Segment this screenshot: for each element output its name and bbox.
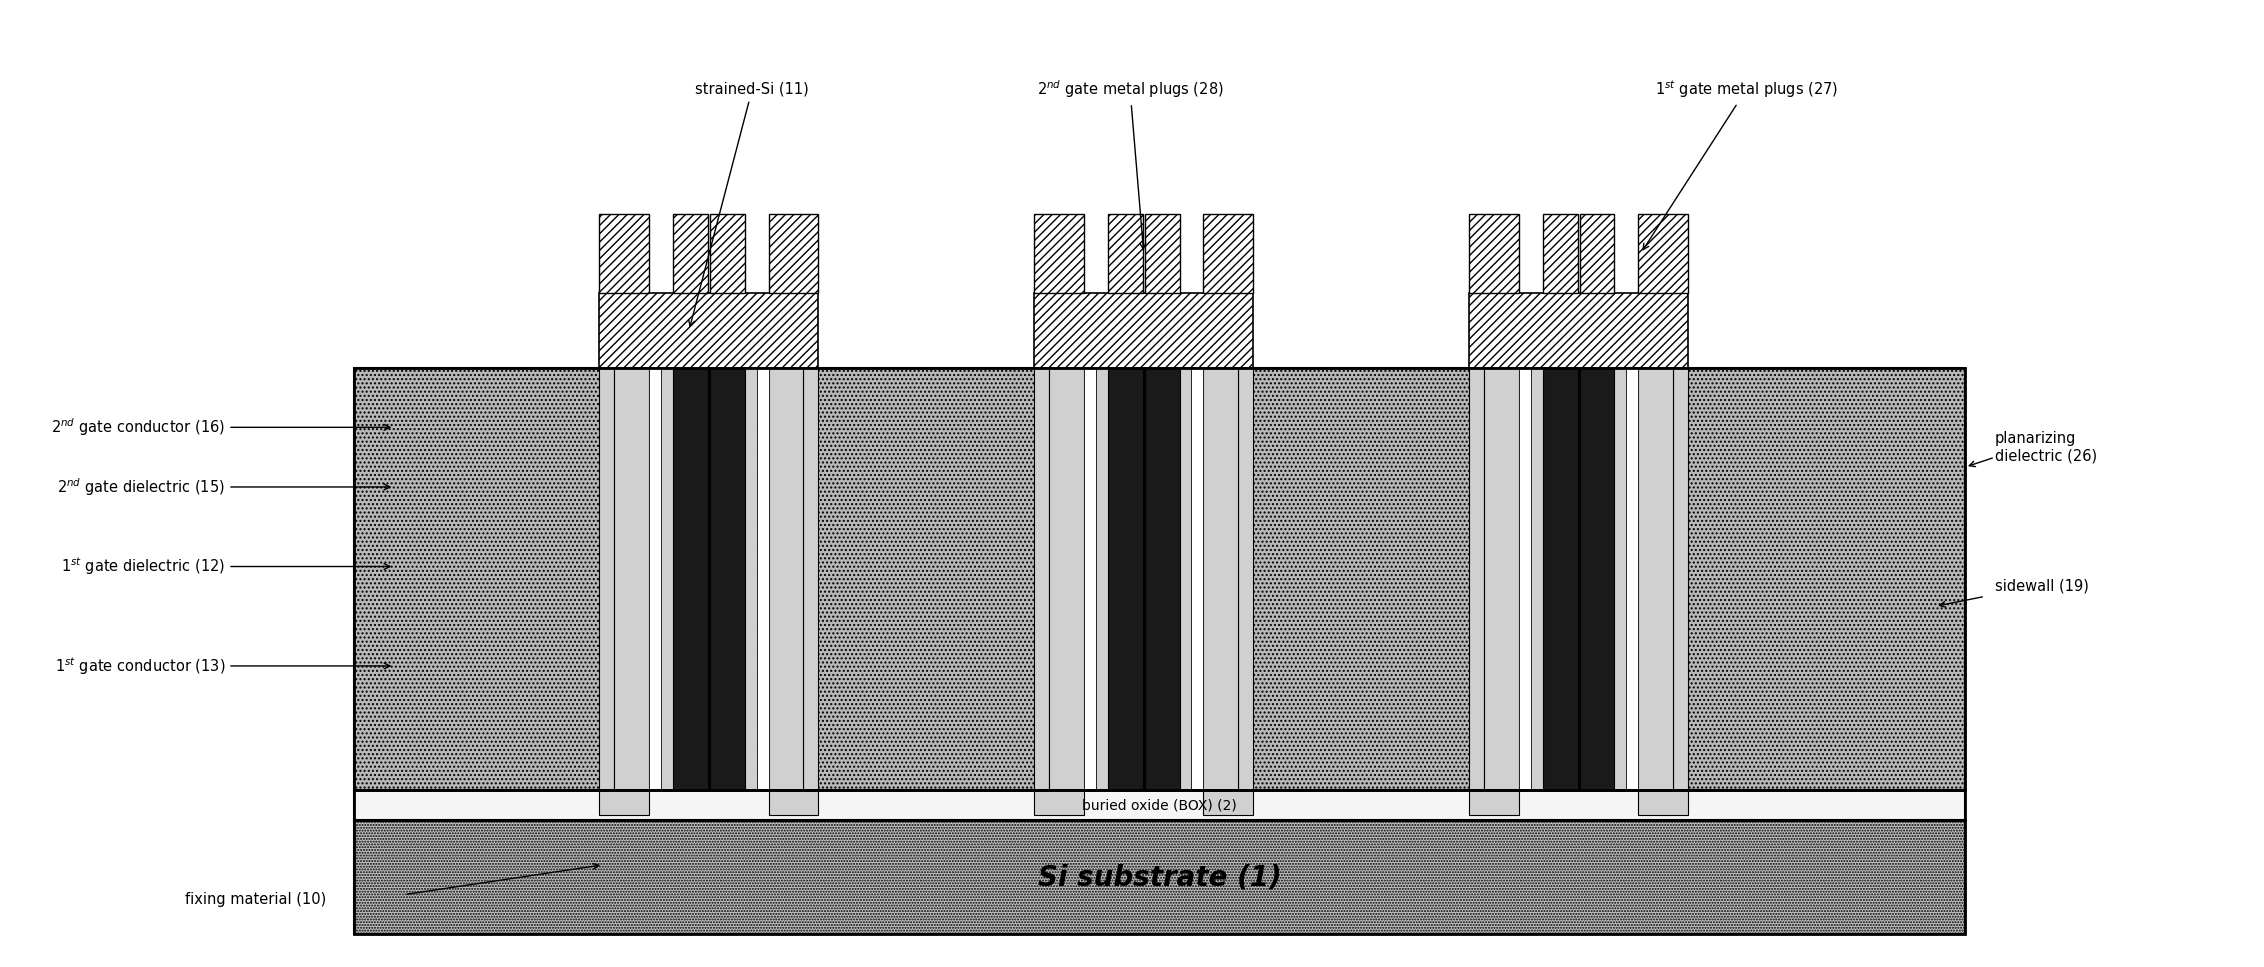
Bar [600,367,614,790]
Bar [767,214,817,293]
Text: 2$^{nd}$ gate metal plugs (28): 2$^{nd}$ gate metal plugs (28) [1037,78,1223,249]
Text: Si substrate (1): Si substrate (1) [1037,864,1281,892]
Bar [1580,214,1614,293]
Bar [1580,367,1614,790]
Bar [711,367,745,790]
Bar [661,367,672,790]
Bar [1639,214,1689,293]
Bar [711,214,745,293]
Bar [614,367,650,790]
Bar [1614,367,1626,790]
Bar [1519,367,1530,790]
Bar [1238,367,1252,790]
Bar [1191,367,1204,790]
Text: buried oxide (BOX) (2): buried oxide (BOX) (2) [1082,798,1236,812]
Text: 1$^{st}$ gate conductor (13): 1$^{st}$ gate conductor (13) [54,655,389,677]
Text: 2$^{nd}$ gate dielectric (15): 2$^{nd}$ gate dielectric (15) [57,476,389,498]
Bar [745,367,756,790]
Bar [1107,367,1143,790]
Bar [355,820,1965,934]
Bar [1096,367,1107,790]
Bar [1180,367,1191,790]
Bar [355,820,1965,934]
Bar [1048,367,1084,790]
Bar [1469,790,1519,815]
Bar [1469,367,1485,790]
Text: planarizing
dielectric (26): planarizing dielectric (26) [1995,431,2096,463]
Bar [600,293,817,367]
Text: 1$^{st}$ gate metal plugs (27): 1$^{st}$ gate metal plugs (27) [1644,78,1838,249]
Bar [804,367,817,790]
Bar [650,367,661,790]
Bar [600,214,650,293]
Bar [1673,367,1689,790]
Bar [756,367,767,790]
Bar [767,790,817,815]
Bar [1146,367,1180,790]
Bar [1469,214,1519,293]
Bar [1639,367,1673,790]
Bar [1639,790,1689,815]
Bar [1204,367,1238,790]
Bar [1146,214,1180,293]
Bar [672,367,709,790]
Bar [1542,367,1578,790]
Bar [767,367,804,790]
Bar [355,367,1965,790]
Text: 1$^{st}$ gate dielectric (12): 1$^{st}$ gate dielectric (12) [61,556,389,577]
Text: sidewall (19): sidewall (19) [1995,579,2090,594]
Bar [1626,367,1639,790]
Text: fixing material (10): fixing material (10) [186,893,326,907]
Bar [1204,790,1252,815]
Bar [600,790,650,815]
Bar [672,214,709,293]
Bar [355,790,1965,820]
Bar [1035,790,1084,815]
Bar [1469,293,1689,367]
Bar [1035,214,1084,293]
Bar [1084,367,1096,790]
Bar [1035,293,1252,367]
Bar [1485,367,1519,790]
Bar [1107,214,1143,293]
Bar [355,790,1965,820]
Text: 2$^{nd}$ gate conductor (16): 2$^{nd}$ gate conductor (16) [52,417,389,438]
Text: strained-Si (11): strained-Si (11) [688,82,808,326]
Bar [1035,367,1048,790]
Bar [1530,367,1542,790]
Bar [1204,214,1252,293]
Bar [355,367,1965,790]
Bar [1542,214,1578,293]
